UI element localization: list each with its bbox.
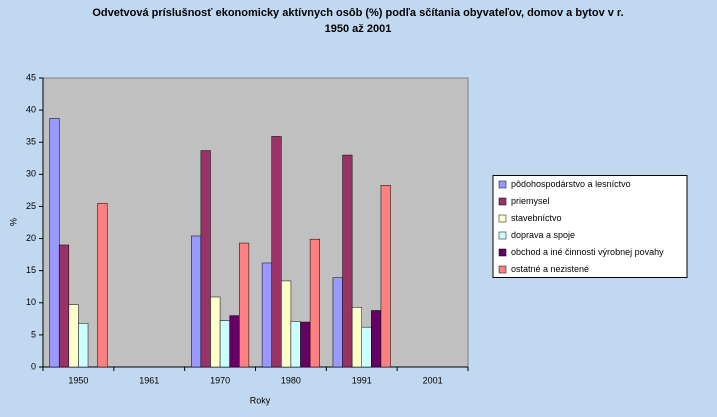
legend-label: doprava a spoje	[511, 230, 575, 240]
bar	[200, 150, 211, 368]
bar	[380, 185, 391, 368]
y-tick-label: 10	[26, 297, 36, 307]
bar	[300, 321, 311, 368]
y-axis-title: %	[8, 218, 18, 226]
y-tick-label: 25	[26, 201, 36, 211]
bar	[290, 321, 301, 368]
plot-area	[42, 77, 469, 368]
legend-swatch	[498, 231, 507, 240]
bar	[342, 154, 353, 368]
x-tick-label: 1980	[281, 375, 301, 385]
chart-title: Odvetvová príslušnosť ekonomicky aktívny…	[92, 7, 623, 19]
bar	[361, 326, 372, 368]
y-tick-label: 20	[26, 233, 36, 243]
bar	[210, 296, 221, 368]
bar	[351, 307, 362, 368]
legend-swatch	[498, 214, 507, 223]
bar	[58, 244, 70, 368]
legend-swatch	[498, 248, 507, 257]
x-tick-label: 2001	[423, 375, 443, 385]
x-tick-label: 1970	[210, 375, 230, 385]
x-tick-label: 1961	[139, 375, 159, 385]
y-tick-label: 35	[26, 137, 36, 147]
legend-swatch	[498, 180, 507, 189]
chart-title: 1950 až 2001	[325, 23, 392, 35]
bar	[261, 262, 272, 368]
y-tick-label: 15	[26, 265, 36, 275]
y-tick-label: 40	[26, 104, 36, 114]
y-tick-label: 30	[26, 169, 36, 179]
legend-label: priemysel	[511, 196, 550, 206]
bar	[97, 202, 108, 368]
bar	[309, 238, 320, 368]
x-tick-label: 1950	[68, 375, 88, 385]
y-tick-label: 0	[31, 361, 36, 371]
legend-label: stavebníctvo	[511, 213, 562, 223]
legend-label: ostatné a nezistené	[511, 264, 589, 274]
legend	[492, 175, 688, 278]
legend-label: pôdohospodárstvo a lesníctvo	[511, 179, 631, 189]
bar	[49, 118, 60, 368]
bar	[68, 304, 79, 368]
bar	[271, 136, 282, 368]
x-axis-title: Roky	[250, 395, 271, 405]
y-tick-label: 5	[31, 329, 36, 339]
bar	[219, 320, 230, 368]
bar	[191, 235, 202, 368]
y-tick-label: 45	[26, 72, 36, 82]
bar	[281, 280, 292, 368]
legend-swatch	[498, 265, 507, 274]
legend-swatch	[498, 197, 507, 206]
bar	[78, 323, 89, 368]
bar	[371, 310, 382, 368]
bar	[239, 242, 250, 368]
legend-label: obchod a iné činnosti výrobnej povahy	[511, 247, 664, 257]
bar	[332, 277, 343, 368]
x-tick-label: 1991	[352, 375, 372, 385]
bar	[229, 315, 240, 368]
